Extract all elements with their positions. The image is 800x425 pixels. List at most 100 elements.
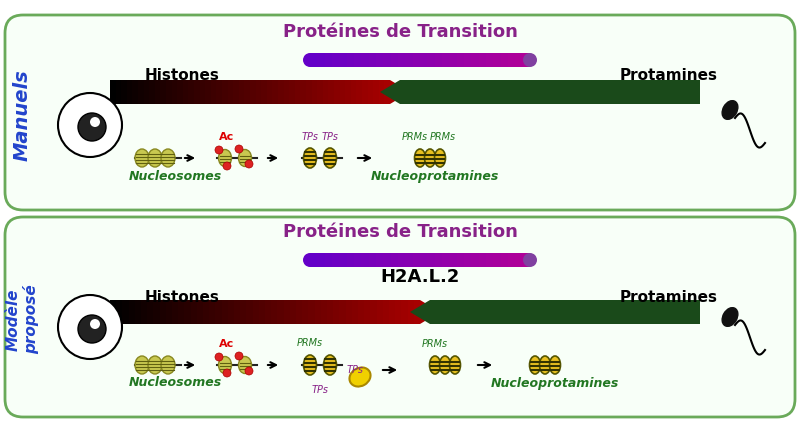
Polygon shape bbox=[147, 300, 154, 324]
Polygon shape bbox=[327, 300, 333, 324]
Polygon shape bbox=[318, 53, 325, 67]
Polygon shape bbox=[350, 80, 357, 104]
Polygon shape bbox=[328, 80, 334, 104]
Ellipse shape bbox=[135, 149, 149, 167]
Polygon shape bbox=[110, 300, 116, 324]
Polygon shape bbox=[190, 300, 197, 324]
Polygon shape bbox=[317, 80, 323, 104]
Polygon shape bbox=[296, 300, 302, 324]
Polygon shape bbox=[154, 300, 160, 324]
Polygon shape bbox=[271, 300, 278, 324]
Polygon shape bbox=[389, 300, 395, 324]
Polygon shape bbox=[478, 53, 486, 67]
Polygon shape bbox=[339, 300, 346, 324]
Polygon shape bbox=[310, 253, 318, 267]
Text: PRMs: PRMs bbox=[430, 132, 456, 142]
Polygon shape bbox=[325, 53, 332, 67]
Polygon shape bbox=[284, 300, 290, 324]
Polygon shape bbox=[400, 80, 700, 104]
Polygon shape bbox=[116, 300, 122, 324]
Polygon shape bbox=[222, 300, 228, 324]
Polygon shape bbox=[205, 80, 211, 104]
Polygon shape bbox=[373, 80, 379, 104]
Text: Protamines: Protamines bbox=[620, 289, 718, 304]
Polygon shape bbox=[306, 80, 312, 104]
Polygon shape bbox=[160, 300, 166, 324]
Polygon shape bbox=[407, 300, 414, 324]
Polygon shape bbox=[358, 300, 364, 324]
Ellipse shape bbox=[238, 150, 251, 167]
Polygon shape bbox=[215, 300, 222, 324]
Polygon shape bbox=[501, 53, 508, 67]
Text: Manuels: Manuels bbox=[13, 69, 31, 161]
Polygon shape bbox=[166, 300, 172, 324]
Polygon shape bbox=[471, 53, 478, 67]
Polygon shape bbox=[420, 300, 440, 324]
Circle shape bbox=[245, 160, 253, 168]
Text: TPs: TPs bbox=[322, 132, 338, 142]
Polygon shape bbox=[182, 80, 189, 104]
Polygon shape bbox=[390, 253, 398, 267]
Polygon shape bbox=[430, 300, 700, 324]
Polygon shape bbox=[442, 253, 450, 267]
Polygon shape bbox=[413, 253, 420, 267]
Polygon shape bbox=[522, 53, 530, 67]
Ellipse shape bbox=[425, 149, 435, 167]
Ellipse shape bbox=[430, 356, 441, 374]
Polygon shape bbox=[390, 53, 398, 67]
Polygon shape bbox=[369, 53, 376, 67]
Text: Histones: Histones bbox=[145, 68, 220, 82]
Text: Ac: Ac bbox=[219, 339, 234, 349]
Polygon shape bbox=[402, 300, 407, 324]
Polygon shape bbox=[346, 300, 352, 324]
Text: TPs: TPs bbox=[302, 132, 318, 142]
Polygon shape bbox=[427, 253, 434, 267]
Polygon shape bbox=[362, 80, 368, 104]
Polygon shape bbox=[376, 253, 383, 267]
Ellipse shape bbox=[303, 148, 317, 168]
Circle shape bbox=[78, 315, 106, 343]
Polygon shape bbox=[457, 253, 464, 267]
Polygon shape bbox=[294, 80, 301, 104]
Polygon shape bbox=[390, 80, 410, 104]
Polygon shape bbox=[122, 80, 126, 104]
Polygon shape bbox=[508, 53, 515, 67]
Polygon shape bbox=[171, 80, 178, 104]
Polygon shape bbox=[450, 253, 457, 267]
Ellipse shape bbox=[148, 356, 162, 374]
Text: Histones: Histones bbox=[145, 289, 220, 304]
Polygon shape bbox=[464, 253, 471, 267]
Text: TPs: TPs bbox=[346, 365, 363, 375]
Polygon shape bbox=[383, 53, 390, 67]
Ellipse shape bbox=[450, 356, 461, 374]
Ellipse shape bbox=[414, 149, 426, 167]
Polygon shape bbox=[211, 80, 216, 104]
Polygon shape bbox=[486, 53, 494, 67]
Polygon shape bbox=[332, 253, 339, 267]
Ellipse shape bbox=[148, 149, 162, 167]
Polygon shape bbox=[420, 253, 427, 267]
Polygon shape bbox=[522, 253, 530, 267]
Text: Nucleoprotamines: Nucleoprotamines bbox=[371, 170, 499, 182]
Circle shape bbox=[215, 146, 223, 154]
Polygon shape bbox=[379, 80, 384, 104]
Ellipse shape bbox=[539, 356, 550, 374]
Text: Protamines: Protamines bbox=[620, 68, 718, 82]
Polygon shape bbox=[178, 80, 182, 104]
Polygon shape bbox=[471, 253, 478, 267]
Polygon shape bbox=[354, 53, 362, 67]
Circle shape bbox=[90, 117, 100, 127]
Text: Nucleosomes: Nucleosomes bbox=[128, 170, 222, 182]
Polygon shape bbox=[362, 53, 369, 67]
Polygon shape bbox=[250, 80, 256, 104]
Polygon shape bbox=[172, 300, 178, 324]
Polygon shape bbox=[262, 80, 267, 104]
Polygon shape bbox=[410, 300, 430, 324]
Polygon shape bbox=[203, 300, 210, 324]
Polygon shape bbox=[222, 80, 227, 104]
Polygon shape bbox=[234, 300, 240, 324]
Polygon shape bbox=[278, 80, 284, 104]
Polygon shape bbox=[239, 80, 245, 104]
Polygon shape bbox=[383, 253, 390, 267]
Polygon shape bbox=[332, 53, 339, 67]
